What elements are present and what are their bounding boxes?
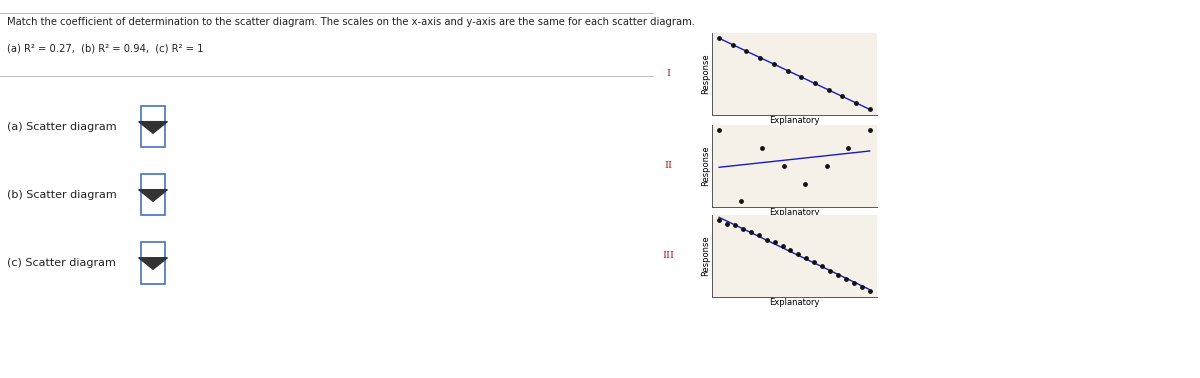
FancyBboxPatch shape — [140, 174, 166, 215]
Point — [820, 87, 839, 93]
Point — [792, 74, 811, 80]
Point — [778, 68, 797, 74]
FancyBboxPatch shape — [140, 106, 166, 147]
Polygon shape — [139, 258, 168, 270]
Point — [852, 284, 871, 290]
Text: (a) R² = 0.27,  (b) R² = 0.94,  (c) R² = 1: (a) R² = 0.27, (b) R² = 0.94, (c) R² = 1 — [6, 43, 203, 53]
Point — [836, 276, 856, 282]
Point — [796, 181, 815, 187]
Point — [860, 106, 880, 112]
Point — [805, 81, 824, 87]
Point — [737, 48, 756, 54]
Point — [821, 268, 840, 274]
Point — [812, 263, 832, 269]
Y-axis label: Response: Response — [701, 235, 710, 276]
Text: II: II — [665, 161, 672, 170]
Point — [860, 127, 880, 133]
FancyBboxPatch shape — [140, 242, 166, 284]
Point — [709, 35, 728, 41]
Point — [774, 163, 793, 169]
Point — [788, 251, 808, 257]
Point — [725, 222, 744, 228]
Polygon shape — [139, 190, 168, 201]
Point — [817, 163, 836, 169]
Point — [731, 198, 750, 204]
Point — [773, 243, 792, 249]
Y-axis label: Response: Response — [701, 146, 710, 186]
Point — [742, 229, 761, 235]
Point — [839, 145, 858, 151]
Point — [833, 93, 852, 99]
X-axis label: Explanatory: Explanatory — [769, 208, 820, 217]
Point — [709, 127, 728, 133]
X-axis label: Explanatory: Explanatory — [769, 298, 820, 307]
Point — [797, 255, 816, 261]
Point — [750, 55, 769, 61]
Point — [828, 272, 847, 278]
Point — [764, 61, 784, 67]
Point — [724, 42, 743, 48]
Point — [781, 247, 800, 253]
Text: Match the coefficient of determination to the scatter diagram. The scales on the: Match the coefficient of determination t… — [6, 17, 695, 27]
Point — [752, 145, 772, 151]
Point — [709, 217, 728, 223]
Text: (a) Scatter diagram: (a) Scatter diagram — [6, 122, 116, 132]
Point — [718, 221, 737, 227]
Point — [757, 237, 776, 243]
Polygon shape — [139, 122, 168, 133]
Point — [764, 239, 784, 245]
Text: III: III — [662, 251, 674, 260]
Y-axis label: Response: Response — [701, 53, 710, 94]
Text: I: I — [666, 69, 671, 78]
Point — [805, 259, 824, 265]
X-axis label: Explanatory: Explanatory — [769, 116, 820, 125]
Text: (b) Scatter diagram: (b) Scatter diagram — [6, 190, 116, 200]
Point — [846, 100, 865, 106]
Point — [733, 226, 752, 232]
Point — [860, 288, 880, 294]
Text: (c) Scatter diagram: (c) Scatter diagram — [6, 258, 115, 268]
Point — [749, 232, 768, 239]
Point — [845, 280, 864, 286]
